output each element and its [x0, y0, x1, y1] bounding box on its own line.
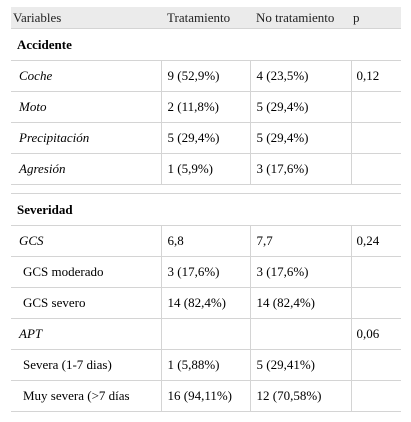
cell-tratamiento: 6,8 [161, 225, 251, 257]
cell-no-tratamiento: 5 (29,41%) [250, 349, 352, 381]
row-label: Precipitación [11, 122, 162, 154]
row-label: GCS [11, 225, 162, 257]
header-no-tratamiento: No tratamiento [250, 7, 351, 29]
row-label: GCS moderado [11, 256, 162, 288]
cell-p [351, 122, 401, 154]
cell-no-tratamiento: 5 (29,4%) [250, 91, 352, 123]
cell-p [351, 380, 401, 412]
spacer-cell [11, 184, 401, 194]
cell-no-tratamiento: 7,7 [250, 225, 352, 257]
cell-no-tratamiento: 3 (17,6%) [250, 256, 352, 288]
table-row: Coche 9 (52,9%) 4 (23,5%) 0,12 [11, 60, 401, 92]
cell-tratamiento: 14 (82,4%) [161, 287, 251, 319]
row-label: APT [11, 318, 162, 350]
row-label: Muy severa (>7 días [11, 380, 162, 412]
cell-no-tratamiento: 14 (82,4%) [250, 287, 352, 319]
table-row: Moto 2 (11,8%) 5 (29,4%) [11, 91, 401, 123]
cell-no-tratamiento: 12 (70,58%) [250, 380, 352, 412]
header-row: Variables Tratamiento No tratamiento p [11, 7, 401, 29]
section-title-accidente: Accidente [11, 28, 401, 61]
row-label: GCS severo [11, 287, 162, 319]
cell-no-tratamiento: 3 (17,6%) [250, 153, 352, 185]
cell-tratamiento: 1 (5,88%) [161, 349, 251, 381]
cell-tratamiento: 9 (52,9%) [161, 60, 251, 92]
table-row: Severa (1-7 dias) 1 (5,88%) 5 (29,41%) [11, 349, 401, 381]
header-p: p [351, 7, 401, 29]
row-label: Coche [11, 60, 162, 92]
results-table: Variables Tratamiento No tratamiento p A… [11, 7, 401, 412]
cell-tratamiento: 16 (94,11%) [161, 380, 251, 412]
cell-p: 0,12 [351, 60, 401, 92]
row-label: Moto [11, 91, 162, 123]
cell-no-tratamiento: 5 (29,4%) [250, 122, 352, 154]
cell-no-tratamiento: 4 (23,5%) [250, 60, 352, 92]
table-row: Precipitación 5 (29,4%) 5 (29,4%) [11, 122, 401, 154]
header-tratamiento: Tratamiento [161, 7, 250, 29]
table-row: GCS severo 14 (82,4%) 14 (82,4%) [11, 287, 401, 319]
cell-tratamiento [161, 318, 251, 350]
table-row: GCS 6,8 7,7 0,24 [11, 225, 401, 257]
section-title-severidad: Severidad [11, 193, 401, 226]
section-row: Accidente [11, 28, 401, 61]
cell-tratamiento: 1 (5,9%) [161, 153, 251, 185]
cell-p: 0,06 [351, 318, 401, 350]
table-row: APT 0,06 [11, 318, 401, 350]
table-row: GCS moderado 3 (17,6%) 3 (17,6%) [11, 256, 401, 288]
cell-p [351, 287, 401, 319]
cell-p [351, 153, 401, 185]
cell-p [351, 256, 401, 288]
section-spacer [11, 184, 401, 194]
row-label: Agresión [11, 153, 162, 185]
row-label: Severa (1-7 dias) [11, 349, 162, 381]
section-row: Severidad [11, 193, 401, 226]
header-variables: Variables [11, 7, 161, 29]
cell-p: 0,24 [351, 225, 401, 257]
cell-p [351, 349, 401, 381]
cell-p [351, 91, 401, 123]
table-row: Muy severa (>7 días 16 (94,11%) 12 (70,5… [11, 380, 401, 412]
cell-no-tratamiento [250, 318, 352, 350]
table-row: Agresión 1 (5,9%) 3 (17,6%) [11, 153, 401, 185]
cell-tratamiento: 2 (11,8%) [161, 91, 251, 123]
cell-tratamiento: 3 (17,6%) [161, 256, 251, 288]
cell-tratamiento: 5 (29,4%) [161, 122, 251, 154]
